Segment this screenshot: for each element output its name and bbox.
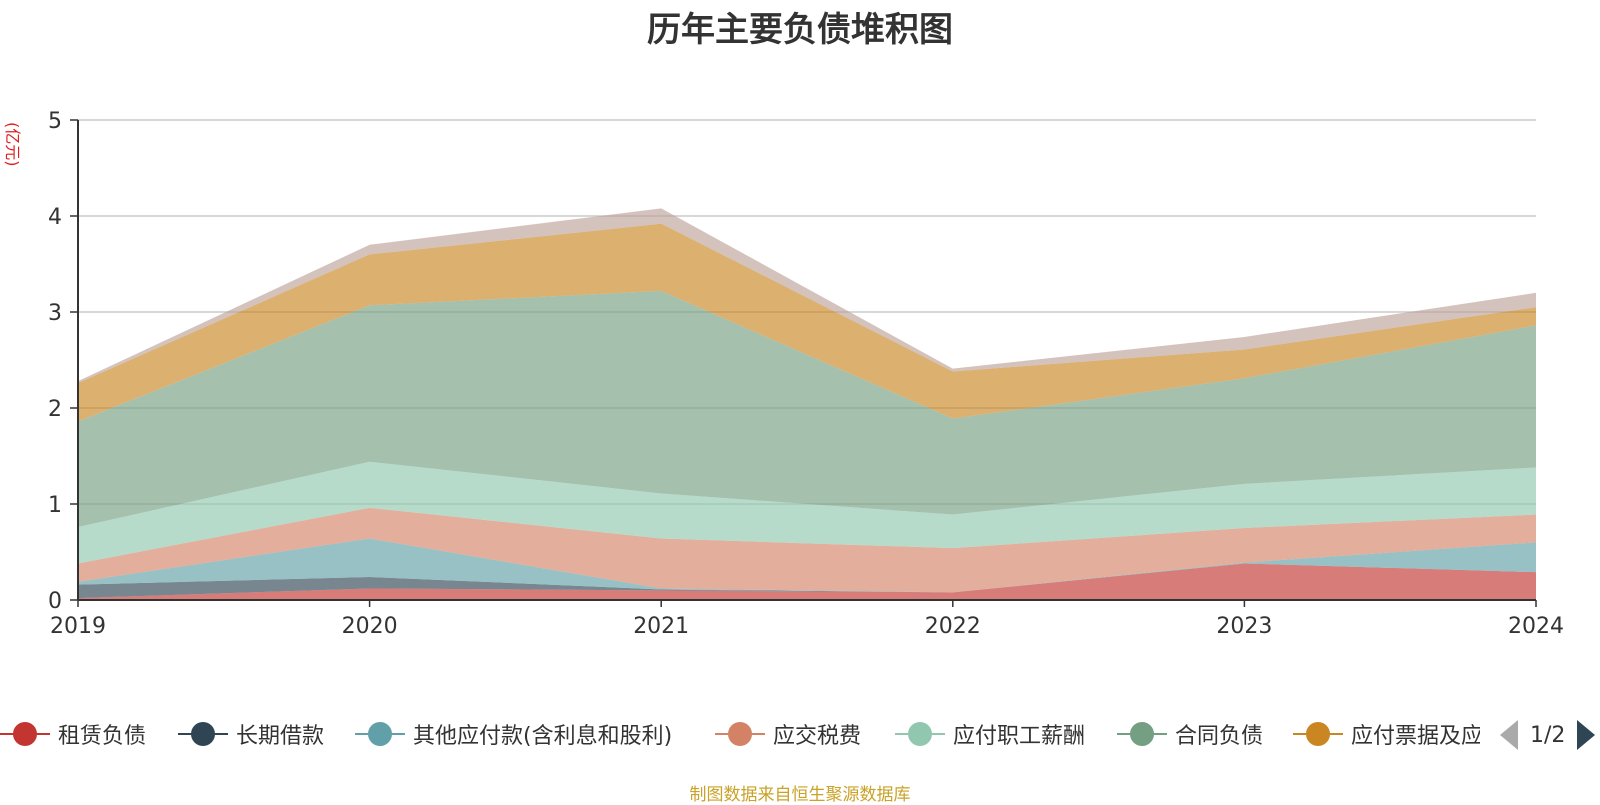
legend-item[interactable]: 应付票据及应付账款 <box>1293 715 1480 753</box>
chart-title: 历年主要负债堆积图 <box>647 10 953 50</box>
x-tick-label: 2023 <box>1216 614 1272 639</box>
legend-page-indicator: 1/2 <box>1530 722 1566 748</box>
legend-prev-page-button[interactable] <box>1500 720 1518 750</box>
y-tick-label: 3 <box>48 301 62 326</box>
legend-swatch-icon <box>1117 719 1167 749</box>
legend-item[interactable]: 其他应付款(含利息和股利) <box>355 715 672 753</box>
x-tick-label: 2020 <box>342 614 398 639</box>
legend-swatch-icon <box>715 719 765 749</box>
legend-item[interactable]: 合同负债 <box>1117 715 1263 753</box>
x-tick-label: 2022 <box>925 614 981 639</box>
legend-swatch-icon <box>178 719 228 749</box>
stacked-area-chart: 0 1 2 3 4 5 2019 2020 2021 2022 2023 2024 <box>48 109 1564 639</box>
data-source-note: 制图数据来自恒生聚源数据库 <box>689 785 911 805</box>
legend-item[interactable]: 长期借款 <box>178 715 324 753</box>
legend-swatch-icon <box>1293 719 1343 749</box>
y-tick-label: 5 <box>48 109 62 134</box>
area-series-应付职工薪酬 <box>78 461 1536 564</box>
legend-label: 应付职工薪酬 <box>953 724 1086 749</box>
area-series-其他 <box>78 208 1536 384</box>
legend-swatch-icon <box>895 719 945 749</box>
legend-label: 其他应付款(含利息和股利) <box>413 724 673 749</box>
area-series-应交税费 <box>78 507 1536 593</box>
x-tick-label: 2024 <box>1508 614 1564 639</box>
y-tick-label: 1 <box>48 493 62 518</box>
x-tick-label: 2021 <box>633 614 689 639</box>
legend-item[interactable]: 租赁负债 <box>0 715 146 753</box>
y-tick-label: 0 <box>48 589 62 614</box>
legend-label: 应付票据及应付账款 <box>1351 724 1480 749</box>
legend-pager: 1/2 <box>1500 718 1596 752</box>
area-series-长期借款 <box>78 563 1536 599</box>
area-series-租赁负债 <box>78 563 1536 600</box>
legend-item[interactable]: 应交税费 <box>715 715 861 753</box>
legend-label: 长期借款 <box>236 724 325 749</box>
y-tick-label: 2 <box>48 397 62 422</box>
legend-label: 应交税费 <box>773 724 862 749</box>
legend-next-page-button[interactable] <box>1577 720 1596 750</box>
y-tick-label: 4 <box>48 205 62 230</box>
legend-label: 合同负债 <box>1175 724 1264 749</box>
legend-label: 租赁负债 <box>58 724 147 749</box>
x-tick-label: 2019 <box>50 614 106 639</box>
legend-swatch-icon <box>355 719 405 749</box>
legend-swatch-icon <box>0 719 50 749</box>
area-series-合同负债 <box>78 290 1536 528</box>
area-series-应付票据及应付账款 <box>78 223 1536 422</box>
legend: 租赁负债 长期借款 其他应付款(含利息和股利) 应交税费 应付职工薪酬 合同负债 应付票据及… <box>0 715 1480 753</box>
legend-item[interactable]: 应付职工薪酬 <box>895 715 1085 753</box>
area-series-其他应付款(含利息和股利) <box>78 538 1536 593</box>
